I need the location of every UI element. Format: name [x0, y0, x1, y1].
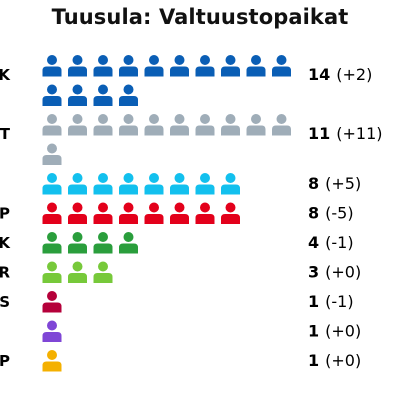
seat-icon — [42, 143, 62, 165]
seat-icon — [170, 114, 189, 136]
seat-icon — [144, 173, 164, 195]
seat-icon — [119, 202, 138, 224]
seat-icon — [272, 114, 291, 136]
seat-icon — [42, 232, 62, 254]
party-label-3: P — [0, 205, 10, 223]
seat-icon — [42, 261, 62, 283]
seat-icon — [119, 55, 138, 77]
seat-icon — [119, 114, 138, 136]
seat-icon — [93, 261, 113, 283]
seat-icon — [246, 114, 266, 136]
seat-icon — [221, 173, 240, 195]
party-label-4: SK — [0, 234, 11, 252]
seat-icon — [144, 202, 164, 224]
seat-icon — [42, 55, 62, 77]
party-label-1: UT — [0, 125, 11, 143]
seat-icon — [68, 114, 87, 136]
seat-icon — [42, 114, 62, 136]
seat-value-2: 8 (+5) — [308, 174, 361, 193]
seat-icon — [68, 202, 87, 224]
seat-icon — [68, 261, 87, 283]
seat-value-5: 3 (+0) — [308, 263, 361, 282]
seat-value-0: 14 (+2) — [308, 65, 372, 84]
seat-icon — [170, 173, 189, 195]
seat-icon — [93, 173, 113, 195]
seat-value-6: 1 (-1) — [308, 292, 354, 311]
seat-value-3: 8 (-5) — [308, 204, 354, 223]
seat-icon — [144, 55, 164, 77]
party-label-5: R — [0, 264, 10, 282]
seat-icon — [272, 55, 291, 77]
seat-icon — [93, 202, 113, 224]
seat-icon — [42, 320, 62, 342]
seat-icon — [246, 55, 266, 77]
party-label-6: S — [0, 293, 10, 311]
seat-icon — [170, 202, 189, 224]
seat-value-1: 11 (+11) — [308, 124, 383, 143]
seat-icon — [195, 173, 215, 195]
seat-icon — [93, 232, 113, 254]
seat-icon — [42, 173, 62, 195]
seat-icon — [93, 84, 113, 106]
seat-icon — [195, 55, 215, 77]
seat-icon — [144, 114, 164, 136]
seat-icon — [119, 173, 138, 195]
seat-icon — [42, 350, 62, 372]
seat-icon — [221, 202, 240, 224]
seat-icon — [68, 84, 87, 106]
seat-icon — [195, 114, 215, 136]
seat-icon — [170, 55, 189, 77]
seat-value-7: 1 (+0) — [308, 322, 361, 341]
seat-icon — [93, 114, 113, 136]
seat-icon — [119, 232, 138, 254]
seat-icon — [68, 55, 87, 77]
seat-icon — [42, 202, 62, 224]
party-label-8: P — [0, 352, 10, 370]
seat-icon — [119, 84, 138, 106]
seat-icon — [68, 232, 87, 254]
seat-icon — [195, 202, 215, 224]
seat-icon — [93, 55, 113, 77]
party-label-0: K — [0, 66, 11, 84]
seat-icon — [221, 55, 240, 77]
chart-title: Tuusula: Valtuustopaikat — [51, 5, 349, 29]
seat-value-4: 4 (-1) — [308, 233, 354, 252]
seat-icon — [68, 173, 87, 195]
seat-icon — [42, 84, 62, 106]
seat-icon — [42, 291, 62, 313]
seat-icon — [221, 114, 240, 136]
seat-value-8: 1 (+0) — [308, 351, 361, 370]
